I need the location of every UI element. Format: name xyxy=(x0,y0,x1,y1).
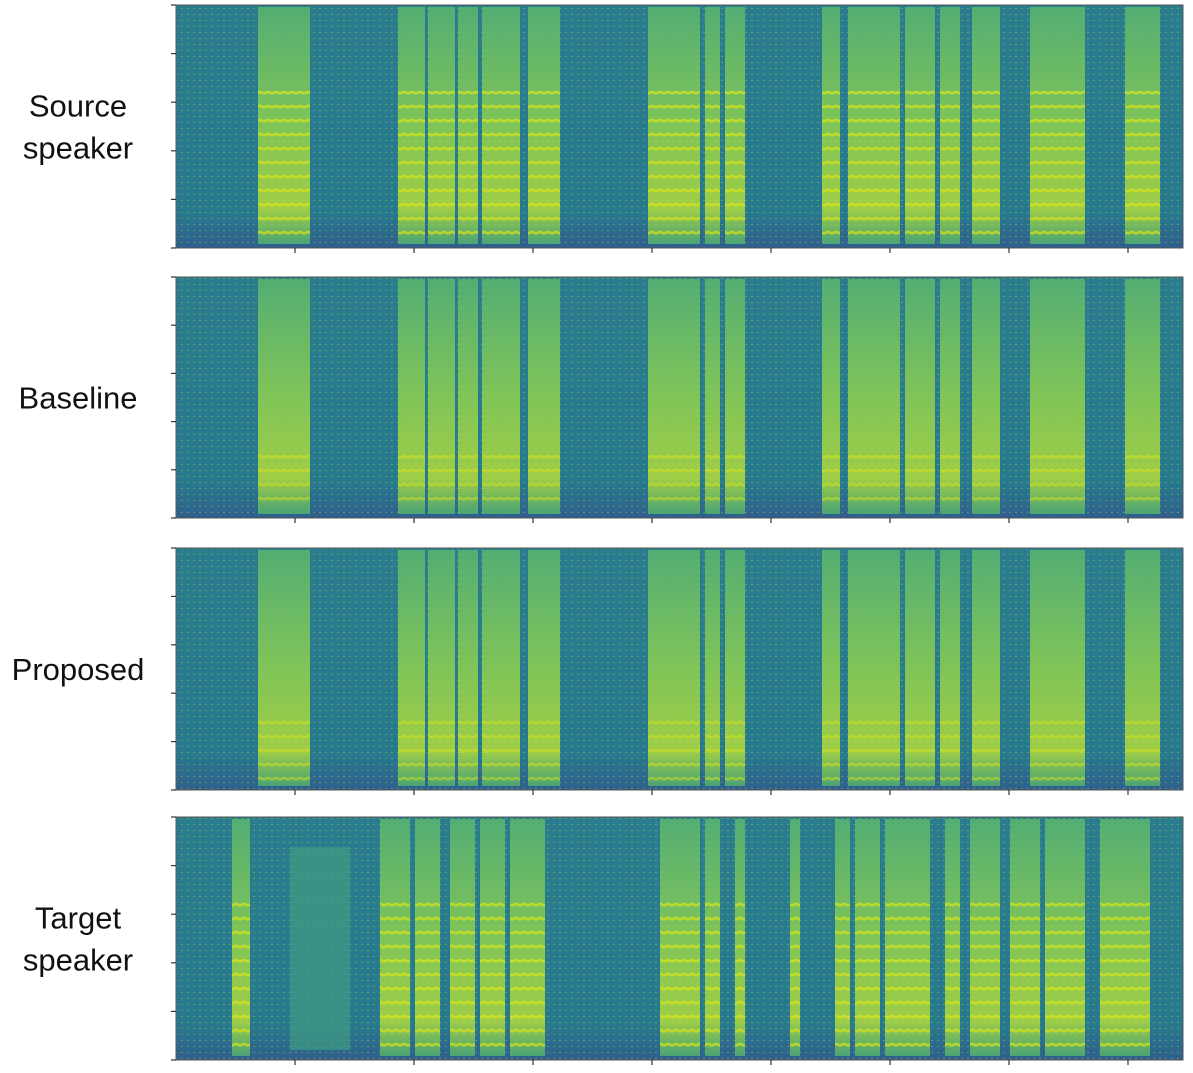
spectrogram-harmonics xyxy=(1100,902,1150,1048)
panel-label: Target xyxy=(35,901,122,936)
panel-label: Proposed xyxy=(12,652,145,687)
spectrogram-harmonics xyxy=(232,902,250,1048)
spectrogram-harmonics xyxy=(725,717,745,782)
spectrogram-harmonics xyxy=(835,902,850,1048)
panel-label: speaker xyxy=(23,943,133,978)
spectrogram-harmonics xyxy=(848,90,900,236)
panel-label: speaker xyxy=(23,131,133,166)
panel-label: Baseline xyxy=(19,381,138,416)
spectrogram-harmonics xyxy=(822,717,840,782)
spectrogram-harmonics xyxy=(972,90,1000,236)
spectrogram-harmonics xyxy=(415,902,440,1048)
spectrogram-harmonics xyxy=(905,90,935,236)
spectrogram-harmonics xyxy=(970,902,1000,1048)
panel-label: Source xyxy=(29,89,127,124)
spectrogram-harmonics xyxy=(848,717,900,782)
spectrogram-energy xyxy=(290,847,350,1050)
spectrogram-harmonics xyxy=(705,717,720,782)
spectrogram-harmonics xyxy=(258,90,310,236)
spectrogram-harmonics xyxy=(972,717,1000,782)
spectrogram-harmonics xyxy=(398,717,425,782)
spectrogram-harmonics xyxy=(398,446,425,511)
spectrogram-harmonics xyxy=(790,902,800,1048)
spectrogram-harmonics xyxy=(428,90,455,236)
spectrogram-harmonics xyxy=(482,717,520,782)
spectrogram-harmonics xyxy=(822,446,840,511)
spectrogram-harmonics xyxy=(905,446,935,511)
spectrogram-harmonics xyxy=(822,90,840,236)
spectrogram-harmonics xyxy=(660,902,700,1048)
spectrogram-harmonics xyxy=(1045,902,1085,1048)
spectrogram-harmonics xyxy=(428,717,455,782)
spectrogram-harmonics xyxy=(480,902,505,1048)
spectrogram-harmonics xyxy=(510,902,545,1048)
spectrogram-harmonics xyxy=(940,446,960,511)
spectrogram-harmonics xyxy=(648,90,700,236)
spectrogram-harmonics xyxy=(458,90,478,236)
spectrogram-harmonics xyxy=(972,446,1000,511)
spectrogram-harmonics xyxy=(905,717,935,782)
spectrogram-harmonics xyxy=(1030,717,1085,782)
spectrogram-panel xyxy=(171,5,1183,253)
spectrogram-harmonics xyxy=(1030,446,1085,511)
spectrogram-harmonics xyxy=(885,902,930,1048)
spectrogram-harmonics xyxy=(940,90,960,236)
spectrogram-harmonics xyxy=(258,717,310,782)
spectrogram-harmonics xyxy=(528,90,560,236)
spectrogram-harmonics xyxy=(855,902,880,1048)
spectrogram-harmonics xyxy=(1010,902,1040,1048)
spectrogram-panel xyxy=(171,548,1183,795)
spectrogram-panel xyxy=(171,817,1183,1065)
spectrogram-harmonics xyxy=(725,446,745,511)
spectrogram-harmonics xyxy=(945,902,960,1048)
spectrogram-harmonics xyxy=(735,902,745,1048)
spectrogram-panel xyxy=(171,277,1183,523)
spectrogram-harmonics xyxy=(648,717,700,782)
spectrogram-harmonics xyxy=(482,446,520,511)
spectrogram-harmonics xyxy=(528,717,560,782)
spectrogram-harmonics xyxy=(428,446,455,511)
spectrogram-harmonics xyxy=(258,446,310,511)
spectrogram-harmonics xyxy=(848,446,900,511)
spectrogram-harmonics xyxy=(705,446,720,511)
spectrogram-harmonics xyxy=(1030,90,1085,236)
spectrogram-harmonics xyxy=(1125,90,1160,236)
spectrogram-harmonics xyxy=(705,902,720,1048)
spectrogram-harmonics xyxy=(528,446,560,511)
spectrogram-harmonics xyxy=(940,717,960,782)
spectrogram-harmonics xyxy=(648,446,700,511)
spectrogram-harmonics xyxy=(1125,446,1160,511)
spectrogram-harmonics xyxy=(380,902,410,1048)
figure: Source speaker Baseline Proposed Target speak… xyxy=(0,0,1193,1068)
spectrogram-harmonics xyxy=(450,902,475,1048)
spectrogram-harmonics xyxy=(458,717,478,782)
spectrogram-harmonics xyxy=(705,90,720,236)
spectrogram-harmonics xyxy=(1125,717,1160,782)
spectrogram-harmonics xyxy=(398,90,425,236)
spectrogram-harmonics xyxy=(725,90,745,236)
spectrogram-harmonics xyxy=(458,446,478,511)
spectrogram-harmonics xyxy=(482,90,520,236)
